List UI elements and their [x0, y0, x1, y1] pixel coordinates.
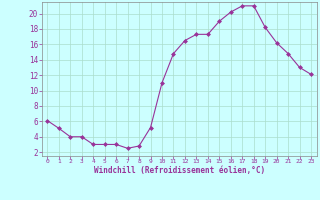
- X-axis label: Windchill (Refroidissement éolien,°C): Windchill (Refroidissement éolien,°C): [94, 166, 265, 175]
